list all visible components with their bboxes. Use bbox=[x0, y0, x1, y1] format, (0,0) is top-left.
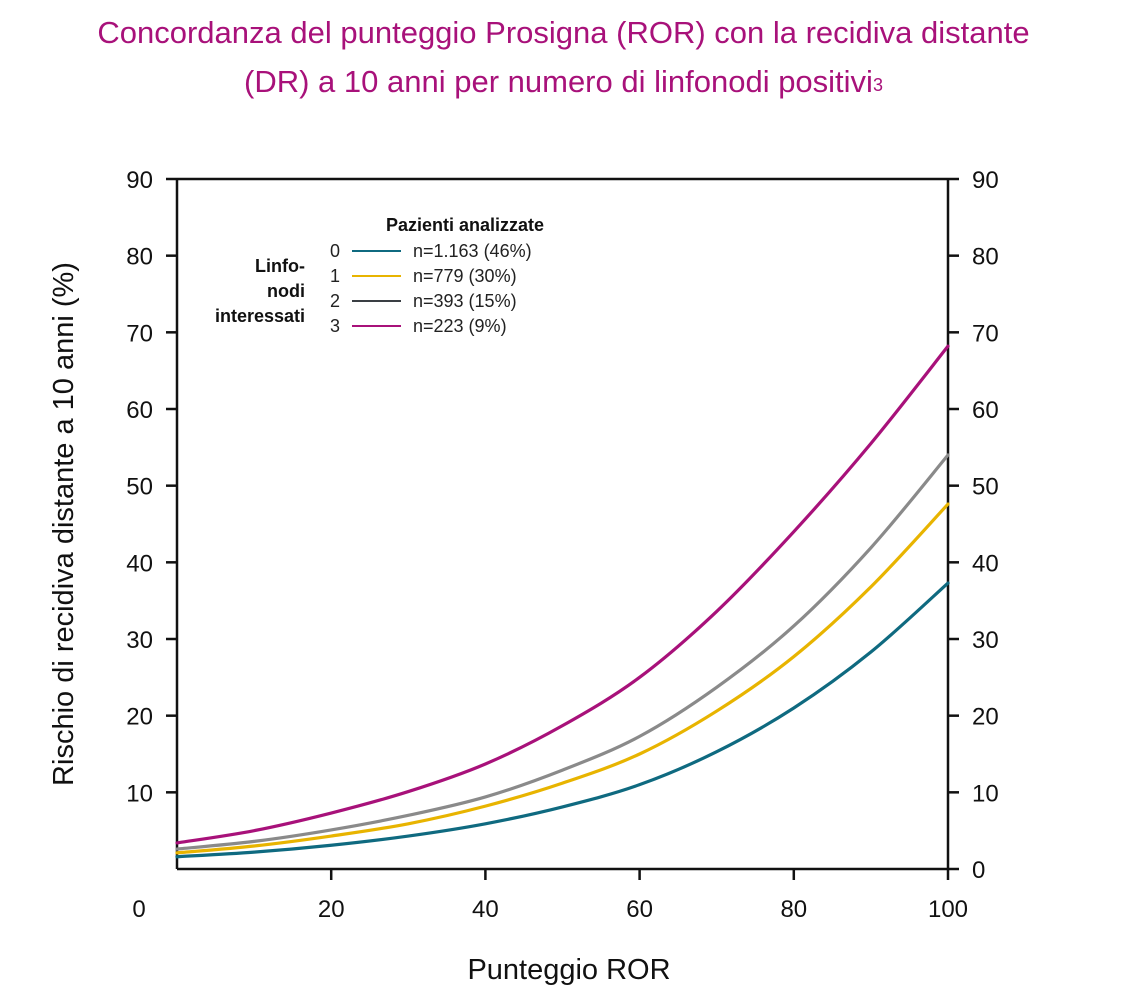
y-tick-label-right: 50 bbox=[972, 474, 999, 501]
chart-title-line-2: (DR) a 10 anni per numero di linfonodi p… bbox=[0, 57, 1127, 106]
legend-label: n=223 (9%) bbox=[413, 316, 507, 336]
y-tick-label-right: 70 bbox=[972, 320, 999, 347]
legend-key: 2 bbox=[330, 291, 340, 311]
legend-label: n=393 (15%) bbox=[413, 291, 517, 311]
legend: Pazienti analizzate Linfo- nodi interess… bbox=[215, 215, 544, 336]
legend-header: Pazienti analizzate bbox=[386, 215, 544, 235]
x-tick-label: 40 bbox=[472, 896, 499, 923]
legend-key: 3 bbox=[330, 316, 340, 336]
x-axis-title: Punteggio ROR bbox=[467, 954, 670, 986]
y-tick-label-right: 30 bbox=[972, 627, 999, 654]
y-tick-label-left: 20 bbox=[126, 704, 153, 731]
y-tick-label-left: 60 bbox=[126, 397, 153, 424]
y-tick-label-right: 40 bbox=[972, 550, 999, 577]
legend-label: n=1.163 (46%) bbox=[413, 241, 532, 261]
legend-group-label-1: Linfo- bbox=[255, 256, 305, 276]
series-line-3-linfonodi bbox=[175, 344, 950, 845]
chart-title: Concordanza del punteggio Prosigna (ROR)… bbox=[0, 8, 1127, 106]
y-tick-label-right: 60 bbox=[972, 397, 999, 424]
x-tick-label: 60 bbox=[626, 896, 653, 923]
legend-entries: 0 n=1.163 (46%) 1 n=779 (30%) 2 n=393 (15%) 3 n… bbox=[330, 241, 532, 336]
y-tick-label-left: 30 bbox=[126, 627, 153, 654]
y-tick-label-right: 90 bbox=[972, 167, 999, 194]
y-axis-title: Rischio di recidiva distante a 10 anni (… bbox=[48, 262, 80, 786]
legend-group-label-3: interessati bbox=[215, 306, 305, 326]
plot-frame bbox=[175, 177, 950, 871]
legend-group-label-2: nodi bbox=[267, 281, 305, 301]
chart-title-line-1: Concordanza del punteggio Prosigna (ROR)… bbox=[97, 15, 1030, 50]
axis-ticks bbox=[166, 177, 959, 880]
x-tick-label: 100 bbox=[928, 896, 968, 923]
legend-key: 0 bbox=[330, 241, 340, 261]
y-tick-label-right: 80 bbox=[972, 244, 999, 271]
y-tick-label-left: 90 bbox=[126, 167, 153, 194]
footnote-reference: 3 bbox=[872, 75, 883, 95]
x-tick-label: 20 bbox=[318, 896, 345, 923]
y-tick-label-right: 10 bbox=[972, 780, 999, 807]
data-series bbox=[175, 344, 950, 859]
y-tick-label-left: 10 bbox=[126, 780, 153, 807]
series-line-0-linfonodi bbox=[175, 581, 950, 859]
y-tick-label-right: 20 bbox=[972, 704, 999, 731]
chart-title-line-2-text: (DR) a 10 anni per numero di linfonodi p… bbox=[244, 64, 873, 99]
x-tick-label: 0 bbox=[132, 896, 145, 923]
legend-key: 1 bbox=[330, 266, 340, 286]
series-line-1-linfonodi bbox=[175, 502, 950, 855]
y-tick-label-left: 70 bbox=[126, 320, 153, 347]
x-tick-label: 80 bbox=[780, 896, 807, 923]
y-tick-label-right: 0 bbox=[972, 857, 985, 884]
series-line-2-linfonodi bbox=[175, 453, 950, 851]
y-tick-label-left: 80 bbox=[126, 244, 153, 271]
y-tick-label-left: 40 bbox=[126, 550, 153, 577]
y-tick-label-left: 50 bbox=[126, 474, 153, 501]
legend-label: n=779 (30%) bbox=[413, 266, 517, 286]
